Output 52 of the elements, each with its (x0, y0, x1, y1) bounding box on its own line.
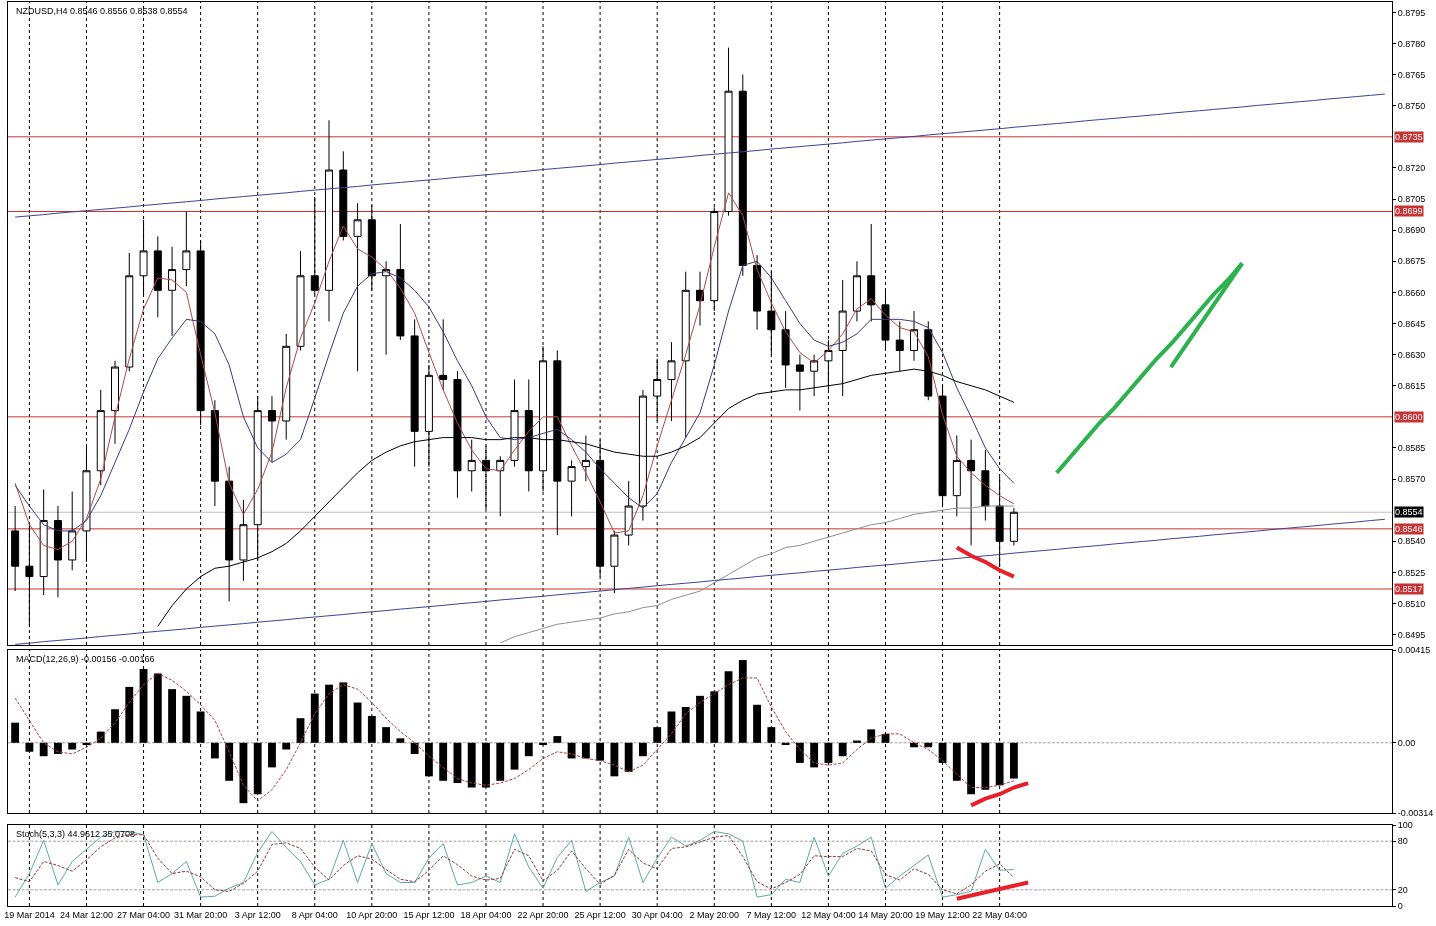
ref-line-label: 0.8600 (1395, 412, 1423, 422)
y-tick-label: 0.8675 (1397, 256, 1426, 267)
y-tick-label: 0.8615 (1397, 380, 1426, 391)
chart-title: Stoch(5,3,3) 44.9612 35.0708 (16, 829, 136, 839)
y-tick-label: 0.8780 (1397, 38, 1426, 49)
x-tick-label: 22 May 04:00 (972, 909, 1027, 920)
x-tick-label: 22 Apr 20:00 (517, 909, 569, 920)
x-tick-label: 19 May 12:00 (915, 909, 970, 920)
y-tick-label: 100 (1397, 820, 1413, 831)
x-tick-label: 10 Apr 20:00 (346, 909, 398, 920)
y-tick-label: 0.8585 (1397, 443, 1426, 454)
y-tick-label: 0.8495 (1397, 629, 1426, 640)
y-tick-label: 0.8570 (1397, 474, 1426, 485)
y-tick-label: 0.8750 (1397, 100, 1426, 111)
y-tick-label: 0.8690 (1397, 225, 1426, 236)
y-tick-label: 0.8720 (1397, 163, 1426, 174)
x-tick-label: 25 Apr 12:00 (574, 909, 626, 920)
y-tick-label: 0.8645 (1397, 318, 1426, 329)
y-tick-label: 0.8705 (1397, 194, 1426, 205)
x-tick-label: 15 Apr 12:00 (403, 909, 455, 920)
y-tick-label: 0.00 (1397, 737, 1416, 748)
y-tick-label: 0.8660 (1397, 287, 1426, 298)
ref-line-label: 0.8699 (1395, 206, 1423, 216)
x-tick-label: 3 Apr 12:00 (234, 909, 281, 920)
x-tick-label: 7 May 12:00 (746, 909, 797, 920)
y-tick-label: 0 (1397, 901, 1403, 912)
ref-line-label: 0.8735 (1395, 132, 1423, 142)
y-tick-label: 0.8525 (1397, 567, 1426, 578)
y-tick-label: 0.8630 (1397, 349, 1426, 360)
y-tick-label: 0.00415 (1397, 645, 1431, 656)
ref-line-label: 0.8554 (1395, 507, 1423, 517)
x-tick-label: 12 May 04:00 (801, 909, 856, 920)
ref-line-label: 0.8546 (1395, 524, 1423, 534)
y-tick-label: 80 (1397, 836, 1408, 847)
x-tick-label: 8 Apr 04:00 (291, 909, 338, 920)
y-tick-label: -0.00314 (1397, 808, 1434, 819)
x-tick-label: 30 Apr 04:00 (631, 909, 683, 920)
x-tick-label: 2 May 20:00 (689, 909, 740, 920)
chart-title: NZDUSD,H4 0.8546 0.8556 0.8538 0.8554 (16, 6, 188, 16)
x-tick-label: 19 Mar 2014 (4, 909, 55, 920)
y-tick-label: 0.8765 (1397, 69, 1426, 80)
y-tick-label: 20 (1397, 884, 1408, 895)
x-tick-label: 14 May 20:00 (858, 909, 913, 920)
y-tick-label: 0.8510 (1397, 598, 1426, 609)
text: MACD(12,26,9) -0.00156 -0.00166 (16, 654, 155, 664)
x-tick-label: 31 Mar 20:00 (174, 909, 228, 920)
ref-line-label: 0.8517 (1395, 584, 1423, 594)
y-tick-label: 0.8540 (1397, 536, 1426, 547)
x-tick-label: 27 Mar 04:00 (117, 909, 171, 920)
x-tick-label: 18 Apr 04:00 (460, 909, 512, 920)
x-tick-label: 24 Mar 12:00 (59, 909, 113, 920)
y-tick-label: 0.8795 (1397, 7, 1426, 18)
